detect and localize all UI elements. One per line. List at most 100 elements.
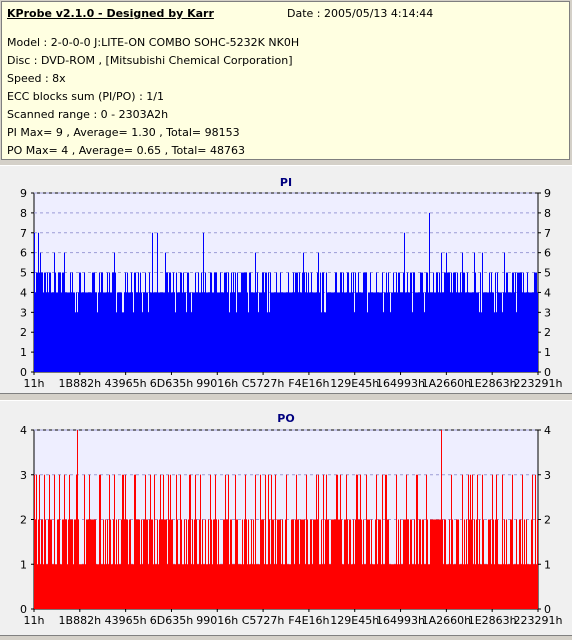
bar	[248, 519, 249, 609]
bar	[475, 272, 476, 372]
bar	[404, 519, 405, 609]
bar-peak	[406, 474, 407, 609]
bar	[70, 272, 71, 372]
bar	[221, 564, 222, 609]
bar	[486, 564, 487, 609]
bar	[513, 272, 514, 372]
bar	[175, 564, 176, 609]
bar	[160, 292, 161, 372]
bar	[480, 272, 481, 372]
bar	[217, 292, 218, 372]
bar	[35, 519, 36, 609]
bar	[277, 292, 278, 372]
bar	[392, 292, 393, 372]
bar	[90, 292, 91, 372]
bar	[367, 312, 368, 372]
bar	[395, 292, 396, 372]
bar	[140, 272, 141, 372]
bar	[229, 312, 230, 372]
y-tick-label-right: 1	[544, 558, 551, 571]
bar	[71, 292, 72, 372]
bar	[393, 272, 394, 372]
bar	[271, 474, 272, 609]
bar	[176, 474, 177, 609]
bar	[389, 564, 390, 609]
bar	[62, 272, 63, 372]
bar	[334, 519, 335, 609]
bar	[515, 272, 516, 372]
bar	[224, 272, 225, 372]
bar	[92, 272, 93, 372]
bar	[495, 272, 496, 372]
bar	[371, 519, 372, 609]
bar	[503, 564, 504, 609]
bar	[505, 564, 506, 609]
bar	[485, 292, 486, 372]
bar-peak	[429, 212, 430, 372]
bar	[373, 564, 374, 609]
bar	[449, 519, 450, 609]
bar-peak	[467, 272, 468, 372]
bar	[191, 312, 192, 372]
bar	[243, 564, 244, 609]
bar	[254, 292, 255, 372]
bars-group	[34, 430, 538, 609]
bar	[285, 519, 286, 609]
bar	[265, 272, 266, 372]
bar	[418, 564, 419, 609]
bar	[426, 272, 427, 372]
bar	[46, 564, 47, 609]
bar	[399, 272, 400, 372]
bar	[136, 519, 137, 609]
bars-group	[34, 212, 538, 372]
bar-peak	[462, 474, 463, 609]
bar	[528, 292, 529, 372]
bar	[149, 519, 150, 609]
bar	[403, 519, 404, 609]
bar	[157, 519, 158, 609]
x-tick-label: 1B882h	[59, 377, 102, 390]
bar	[204, 292, 205, 372]
bar	[115, 564, 116, 609]
bar	[533, 564, 534, 609]
bar-peak	[59, 272, 60, 372]
bar-peak	[376, 272, 377, 372]
bar	[330, 564, 331, 609]
bar	[192, 292, 193, 372]
bar	[405, 519, 406, 609]
bar	[411, 519, 412, 609]
x-tick-label: 1B882h	[59, 614, 102, 627]
bar	[260, 292, 261, 372]
bar	[38, 519, 39, 609]
bar	[266, 272, 267, 372]
bar	[52, 564, 53, 609]
bar-peak	[497, 272, 498, 372]
bar	[69, 292, 70, 372]
bar	[154, 474, 155, 609]
bar-peak	[441, 430, 442, 609]
bar	[325, 312, 326, 372]
bar	[75, 312, 76, 372]
bar-peak	[512, 474, 513, 609]
bar	[535, 272, 536, 372]
bar	[233, 564, 234, 609]
bar	[126, 519, 127, 609]
bar	[394, 292, 395, 372]
bar	[401, 292, 402, 372]
bar	[155, 564, 156, 609]
bar	[108, 564, 109, 609]
bar	[298, 519, 299, 609]
bar	[98, 564, 99, 609]
bar	[410, 272, 411, 372]
bar	[149, 272, 150, 372]
bar-peak	[40, 252, 41, 372]
x-tick-label: 99016h	[196, 377, 238, 390]
bar	[259, 564, 260, 609]
bar-peak	[454, 272, 455, 372]
bar	[138, 519, 139, 609]
bar	[356, 292, 357, 372]
bar	[106, 292, 107, 372]
bar	[379, 519, 380, 609]
bar	[110, 519, 111, 609]
bar	[152, 519, 153, 609]
